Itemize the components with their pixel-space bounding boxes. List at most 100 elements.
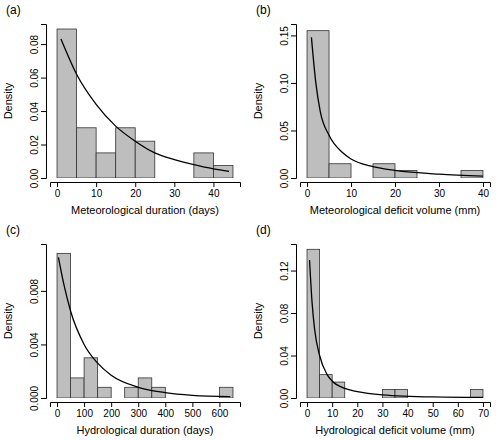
histogram-bar [155, 178, 175, 179]
x-tick-label: 40 [208, 188, 220, 199]
x-tick: 70 [478, 402, 490, 419]
x-tick-mark [307, 402, 308, 407]
x-tick-mark [165, 402, 166, 407]
x-tick: 10 [91, 182, 103, 199]
histogram-bar [192, 398, 206, 399]
x-tick: 30 [169, 182, 181, 199]
y-tick: 0.008 [29, 278, 46, 303]
x-tick-label: 0 [55, 188, 61, 199]
y-axis-line [291, 245, 297, 399]
x-tick: 300 [130, 402, 147, 419]
x-tick: 0 [55, 182, 61, 199]
y-axis-title: Density [252, 302, 264, 339]
x-axis-line [51, 183, 241, 188]
y-axis-line [291, 25, 297, 179]
y-tick-mark [291, 35, 296, 36]
y-tick: 0.00 [29, 168, 46, 188]
x-tick-mark [213, 182, 214, 187]
histogram-bar [213, 165, 233, 178]
panel: 0102030400.000.050.100.15Meteorological … [252, 3, 491, 216]
x-tick-label: 300 [130, 408, 147, 419]
y-tick-mark [291, 398, 296, 399]
histogram-bar [417, 178, 439, 179]
x-tick-mark [96, 182, 97, 187]
y-tick-mark [291, 271, 296, 272]
y-tick-mark [41, 44, 46, 45]
y-axis: 0.000.050.100.15 [279, 25, 297, 189]
histogram-bar [111, 398, 125, 399]
x-tick-label: 70 [478, 408, 490, 419]
y-tick: 0.00 [279, 168, 296, 188]
x-tick-mark [357, 402, 358, 407]
x-tick-label: 500 [185, 408, 202, 419]
histogram-bar [370, 398, 383, 399]
histogram-bar [98, 387, 112, 398]
x-axis-title: Hydrological deficit volume (mm) [315, 424, 475, 436]
x-tick: 30 [377, 402, 389, 419]
histogram-bar [351, 178, 373, 179]
x-tick: 400 [157, 402, 174, 419]
x-tick: 20 [130, 182, 142, 199]
x-tick-label: 30 [169, 188, 181, 199]
x-tick: 40 [478, 182, 490, 199]
x-tick-mark [219, 402, 220, 407]
x-tick-mark [483, 402, 484, 407]
histogram-bar [439, 178, 461, 179]
x-tick: 0 [305, 182, 311, 199]
x-tick: 40 [403, 402, 415, 419]
x-axis: 0 100 200 300 400 500 600 [51, 402, 241, 419]
x-tick-mark [192, 402, 193, 407]
panel-title: (c) [6, 223, 20, 237]
y-tick-mark [291, 356, 296, 357]
x-tick: 10 [346, 182, 358, 199]
y-tick-label: 0.00 [279, 388, 290, 408]
x-tick: 40 [208, 182, 220, 199]
y-axis-title: Density [2, 82, 14, 119]
plot-area [307, 31, 483, 178]
histogram-bar [420, 398, 433, 399]
histogram-bar [206, 398, 220, 399]
x-tick-label: 30 [377, 408, 389, 419]
x-tick-mark [84, 402, 85, 407]
x-tick: 50 [428, 402, 440, 419]
fitted-curve [311, 37, 483, 176]
y-tick-label: 0.04 [279, 346, 290, 366]
x-tick-mark [111, 402, 112, 407]
x-tick-label: 0 [305, 408, 311, 419]
panel-title: (a) [6, 3, 21, 17]
y-tick-mark [41, 344, 46, 345]
x-tick-mark [351, 182, 352, 187]
x-axis: 0 10 20 30 40 [51, 182, 241, 199]
x-tick: 600 [212, 402, 229, 419]
histogram-bar [174, 178, 194, 179]
x-tick: 100 [76, 402, 93, 419]
x-tick-label: 60 [453, 408, 465, 419]
x-tick-label: 20 [130, 188, 142, 199]
x-tick-mark [439, 182, 440, 187]
histogram-bar [96, 153, 116, 178]
y-tick-label: 0.12 [279, 261, 290, 281]
plot-area [57, 29, 233, 178]
histogram-bar [125, 387, 139, 398]
histogram-bar [332, 382, 345, 398]
x-tick: 200 [103, 402, 120, 419]
y-tick: 0.08 [29, 34, 46, 54]
x-tick-label: 40 [478, 188, 490, 199]
histogram-bar [461, 170, 483, 178]
histogram-bar [382, 390, 395, 398]
y-tick-mark [41, 398, 46, 399]
x-tick-label: 50 [428, 408, 440, 419]
x-axis-title: Meteorological deficit volume (mm) [310, 204, 481, 216]
histogram-bar [77, 128, 97, 178]
y-axis-line [41, 245, 47, 399]
y-tick: 0.15 [279, 26, 296, 46]
x-tick-label: 40 [403, 408, 415, 419]
y-tick: 0.04 [29, 101, 46, 121]
y-tick: 0.004 [29, 332, 46, 357]
plot-area [307, 249, 483, 398]
x-tick: 0 [55, 402, 61, 419]
x-tick-label: 20 [390, 188, 402, 199]
y-tick-label: 0.004 [29, 332, 40, 357]
y-tick: 0.10 [279, 73, 296, 93]
y-tick-label: 0.04 [29, 101, 40, 121]
